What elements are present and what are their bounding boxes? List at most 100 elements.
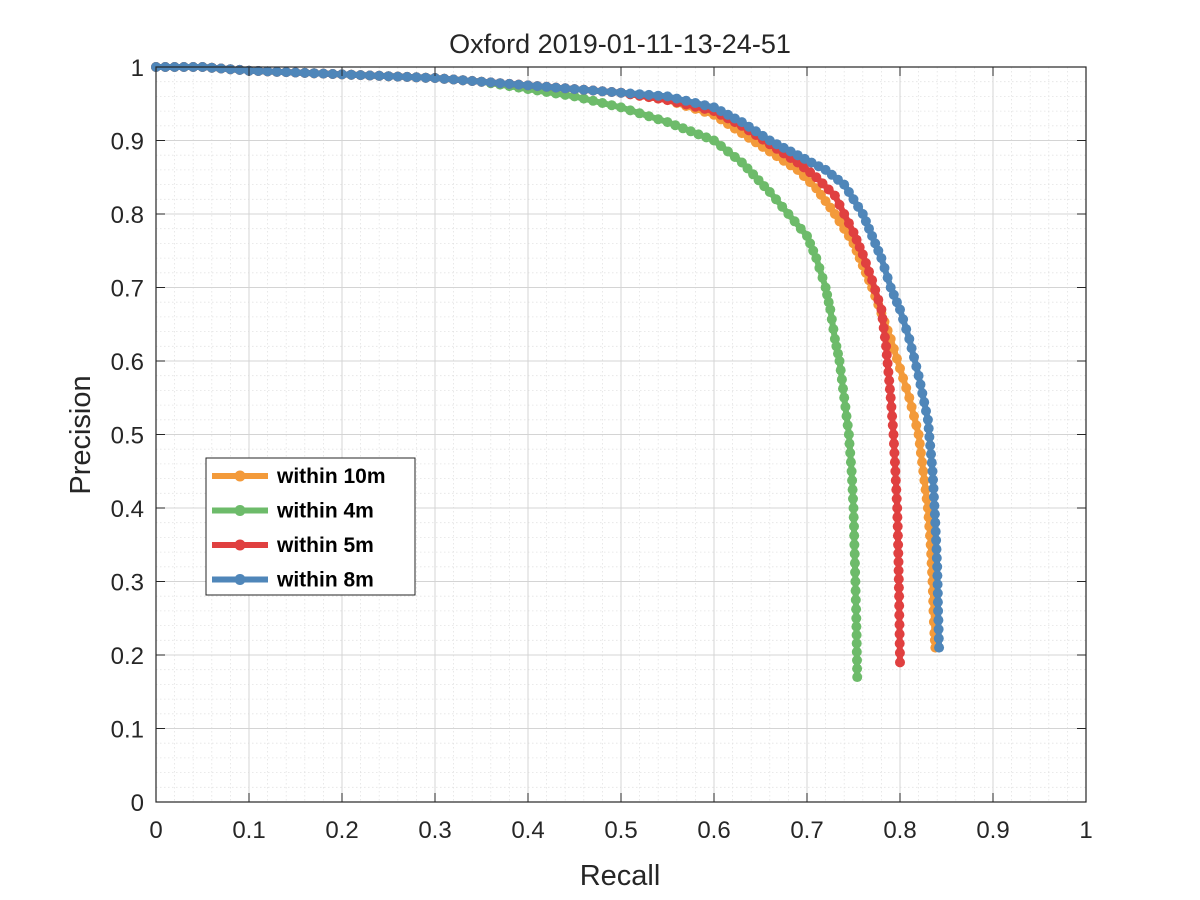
legend-label: within 10m <box>276 465 386 488</box>
x-tick-label: 0.2 <box>325 817 358 844</box>
data-point <box>893 565 904 576</box>
data-point <box>857 249 868 260</box>
data-point <box>933 633 944 644</box>
data-point <box>895 657 905 668</box>
data-point <box>662 117 673 128</box>
data-point <box>893 539 904 550</box>
data-point <box>926 457 937 468</box>
data-point <box>327 69 338 79</box>
data-point <box>550 82 561 93</box>
data-point <box>915 447 926 458</box>
data-point <box>430 73 440 83</box>
legend-swatch-marker <box>234 539 246 551</box>
x-tick-label: 0.4 <box>511 817 544 844</box>
legend-item: within 10m <box>212 465 386 488</box>
data-point <box>848 503 859 513</box>
data-point <box>934 642 945 653</box>
data-point <box>891 493 902 504</box>
data-point <box>346 69 357 80</box>
ticks <box>155 66 1087 803</box>
data-point <box>864 266 874 277</box>
data-point <box>847 475 858 486</box>
data-point <box>723 146 733 157</box>
data-point <box>811 253 822 264</box>
data-point <box>569 84 580 95</box>
data-point <box>909 352 919 363</box>
data-point <box>662 91 673 102</box>
data-point <box>485 77 496 88</box>
data-point <box>932 579 943 590</box>
data-point <box>560 83 571 94</box>
data-point <box>678 123 688 134</box>
data-point <box>839 392 850 403</box>
data-point <box>845 447 856 458</box>
data-point <box>476 76 487 87</box>
data-point <box>886 401 897 412</box>
data-point <box>887 411 898 422</box>
legend-swatch-marker <box>234 574 246 585</box>
data-point <box>842 420 853 431</box>
data-point <box>888 343 899 354</box>
data-point <box>795 223 806 234</box>
data-point <box>914 438 925 449</box>
data-point <box>685 126 696 137</box>
data-point <box>532 81 543 92</box>
data-point <box>299 67 310 78</box>
data-point <box>933 624 944 635</box>
data-point <box>467 76 478 86</box>
data-point <box>876 304 887 315</box>
data-point <box>887 420 898 431</box>
data-point <box>814 262 825 273</box>
data-point <box>789 216 800 227</box>
data-point <box>931 553 942 563</box>
data-point <box>834 199 845 210</box>
data-point <box>921 406 931 416</box>
data-point <box>932 588 943 599</box>
data-point <box>909 411 919 422</box>
data-point <box>834 356 845 366</box>
data-point <box>930 517 941 528</box>
data-point <box>643 89 654 100</box>
data-point <box>671 93 682 104</box>
data-point <box>904 392 915 403</box>
data-point <box>616 87 626 98</box>
data-point <box>578 93 589 104</box>
data-point <box>894 610 905 621</box>
data-point <box>933 605 944 616</box>
data-point <box>849 521 859 532</box>
data-point <box>893 574 904 585</box>
data-point <box>225 64 236 75</box>
data-point <box>860 258 871 268</box>
data-point <box>850 585 861 596</box>
data-point <box>925 440 936 451</box>
data-point <box>764 187 775 197</box>
data-point <box>838 383 848 394</box>
data-point <box>917 457 928 468</box>
data-point <box>926 449 936 460</box>
data-point <box>693 129 704 140</box>
y-tick-label: 0.9 <box>111 129 144 156</box>
data-point <box>840 401 851 412</box>
data-point <box>569 91 580 102</box>
data-point <box>729 152 740 162</box>
data-point <box>701 132 712 143</box>
legend: within 10m within 4m within 5m within 8m <box>205 457 416 596</box>
data-point <box>355 70 366 81</box>
data-point <box>843 187 854 197</box>
data-point <box>933 615 944 626</box>
data-point <box>841 411 852 422</box>
data-point <box>883 367 894 377</box>
data-point <box>829 190 840 201</box>
data-point <box>578 84 589 95</box>
series-layer <box>151 62 945 683</box>
data-point <box>318 68 329 79</box>
legend-item: within 4m <box>212 500 374 523</box>
data-point <box>811 172 822 183</box>
data-point <box>884 384 895 395</box>
data-point <box>541 81 552 92</box>
y-tick-label: 0.4 <box>111 496 144 523</box>
data-point <box>893 548 904 559</box>
data-point <box>709 135 719 146</box>
data-point <box>206 62 217 73</box>
data-point <box>852 663 863 674</box>
